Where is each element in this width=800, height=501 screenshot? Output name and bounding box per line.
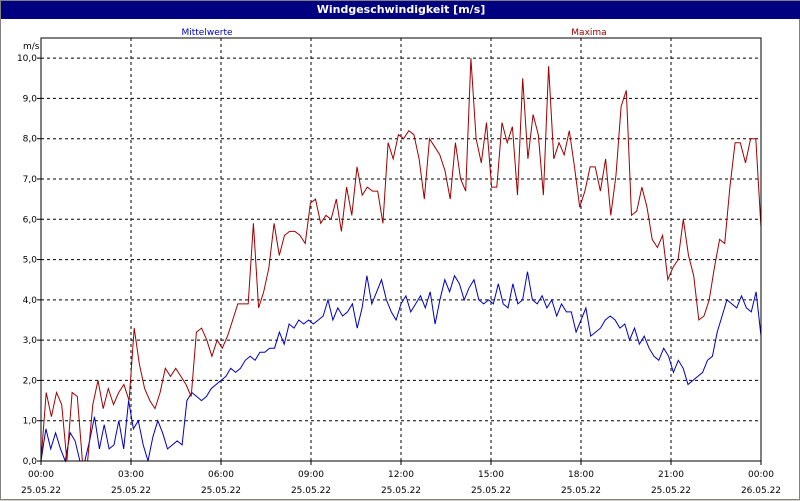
x-tick-time: 12:00 <box>388 470 414 480</box>
x-tick-date: 25.05.22 <box>111 486 151 496</box>
y-tick-label: 5,0 <box>23 256 38 266</box>
y-tick-label: 1,0 <box>23 417 38 427</box>
x-tick-date: 25.05.22 <box>651 486 691 496</box>
legend-maxima: Maxima <box>571 28 606 38</box>
y-tick-label: 8,0 <box>23 135 38 145</box>
series-line-maxima <box>40 58 762 462</box>
window-title: Windgeschwindigkeit [m/s] <box>1 1 800 19</box>
y-tick-label: 10,0 <box>17 54 37 64</box>
x-tick-time: 09:00 <box>298 470 324 480</box>
x-tick-date: 25.05.22 <box>21 486 61 496</box>
y-tick-label: 0,0 <box>23 457 38 467</box>
series-line-mittelwerte <box>40 271 762 463</box>
legend-mittelwerte: Mittelwerte <box>181 28 232 38</box>
y-tick-label: 4,0 <box>23 296 38 306</box>
y-tick-label: 6,0 <box>23 215 38 225</box>
x-tick-date: 25.05.22 <box>471 486 511 496</box>
x-tick-time: 00:00 <box>748 470 774 480</box>
series-lines <box>40 58 762 463</box>
x-tick-time: 18:00 <box>568 470 594 480</box>
y-tick-label: 7,0 <box>23 175 38 185</box>
y-tick-label: 3,0 <box>23 336 38 346</box>
x-tick-date: 25.05.22 <box>561 486 601 496</box>
y-axis-label: m/s <box>23 42 40 52</box>
x-tick-date: 25.05.22 <box>201 486 241 496</box>
x-tick-date: 26.05.22 <box>741 486 781 496</box>
y-tick-label: 2,0 <box>23 376 38 386</box>
x-tick-time: 21:00 <box>658 470 684 480</box>
x-tick-date: 25.05.22 <box>381 486 421 496</box>
x-tick-time: 03:00 <box>118 470 144 480</box>
x-tick-time: 00:00 <box>28 470 54 480</box>
x-tick-time: 15:00 <box>478 470 504 480</box>
tick-labels: 0,0 1,0 2,0 3,0 4,0 5,0 6,0 7,0 8,0 9,0 10,0 00:00 2… <box>17 54 781 496</box>
x-tick-date: 25.05.22 <box>291 486 331 496</box>
grid-lines <box>41 38 761 462</box>
x-tick-time: 06:00 <box>208 470 234 480</box>
y-tick-label: 9,0 <box>23 94 38 104</box>
